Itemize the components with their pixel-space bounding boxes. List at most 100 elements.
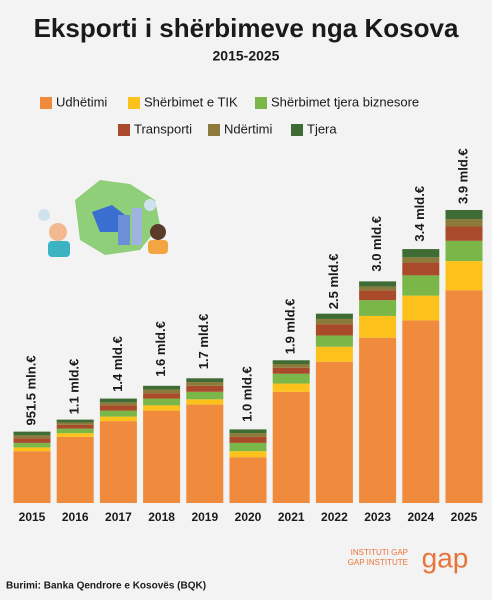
bar-segment <box>229 429 267 434</box>
x-tick-label: 2020 <box>235 510 262 524</box>
bar-segment <box>272 373 310 384</box>
bar-segment <box>272 391 310 503</box>
total-label: 1.1 mld.€ <box>67 359 82 415</box>
bar-segment <box>143 389 181 394</box>
total-label: 1.9 mld.€ <box>283 299 298 355</box>
legend-swatch <box>255 97 267 109</box>
x-tick-label: 2017 <box>105 510 132 524</box>
chart-title: Eksporti i shërbimeve nga Kosova <box>34 13 459 43</box>
bar-segment <box>13 447 51 452</box>
legend-label: Tjera <box>307 121 337 136</box>
bar-segment <box>56 422 94 425</box>
illustration <box>38 180 168 257</box>
bar-segment <box>143 393 181 399</box>
legend-swatch <box>291 124 303 136</box>
x-tick-label: 2025 <box>451 510 478 524</box>
bar-segment <box>13 438 51 443</box>
source: Burimi: Banka Qendrore e Kosovës (BQK) <box>6 581 206 592</box>
bar-segment <box>445 261 483 291</box>
bar-segment <box>272 367 310 374</box>
legend-label: Shërbimet tjera biznesore <box>271 94 419 109</box>
bar-segment <box>99 398 137 403</box>
total-label: 3.4 mld.€ <box>412 186 427 242</box>
bar-segment <box>402 262 440 276</box>
bar-segment <box>402 249 440 258</box>
legend-label: Shërbimet e TIK <box>144 94 238 109</box>
legend-label: Udhëtimi <box>56 94 107 109</box>
bar-segment <box>445 219 483 227</box>
bar-segment <box>186 399 224 405</box>
bar-segment <box>359 337 397 503</box>
legend-swatch <box>40 97 52 109</box>
bar-segment <box>56 424 94 429</box>
bar-segment <box>315 318 353 325</box>
bar-segment <box>56 436 94 503</box>
bar-segment <box>186 382 224 386</box>
legend-swatch <box>128 97 140 109</box>
bar-segment <box>99 402 137 406</box>
logo-line1: INSTITUTI GAP <box>351 548 408 557</box>
bar-segment <box>229 436 267 443</box>
bar-segment <box>315 324 353 336</box>
bar-segment <box>186 378 224 383</box>
bar-segment <box>359 290 397 301</box>
bar-segment <box>229 442 267 452</box>
bar-segment <box>359 300 397 316</box>
bar-segment <box>359 281 397 287</box>
legend-label: Ndërtimi <box>224 121 273 136</box>
bar-segment <box>186 391 224 400</box>
logo-name: gap <box>422 542 469 573</box>
bar-segment <box>315 346 353 362</box>
chart-subtitle: 2015-2025 <box>213 48 280 64</box>
bar-segment <box>445 210 483 220</box>
bar-segment <box>272 360 310 365</box>
x-tick-label: 2018 <box>148 510 175 524</box>
x-tick-label: 2024 <box>407 510 434 524</box>
bar-segment <box>402 275 440 296</box>
legend-label: Transporti <box>134 121 192 136</box>
bar-segment <box>445 226 483 241</box>
legend-swatch <box>118 124 130 136</box>
x-tick-label: 2021 <box>278 510 305 524</box>
bar-segment <box>445 240 483 262</box>
total-label: 1.6 mld.€ <box>153 321 168 377</box>
bar-segment <box>315 335 353 347</box>
bar-segment <box>315 361 353 503</box>
x-tick-label: 2016 <box>62 510 89 524</box>
bar-segment <box>402 257 440 263</box>
total-label: 951.5 mln.€ <box>23 355 38 425</box>
bar-segment <box>229 451 267 458</box>
bar-segment <box>56 433 94 437</box>
bar-segment <box>359 286 397 291</box>
x-tick-label: 2023 <box>364 510 391 524</box>
bar-segment <box>13 451 51 503</box>
x-tick-label: 2022 <box>321 510 348 524</box>
bar-segment <box>13 442 51 448</box>
x-tick-label: 2015 <box>19 510 46 524</box>
total-label: 1.4 mld.€ <box>110 336 125 392</box>
bar-segment <box>143 410 181 503</box>
bar-segment <box>359 315 397 338</box>
bar-segment <box>402 320 440 503</box>
bar-segment <box>143 385 181 390</box>
bar-segment <box>99 410 137 417</box>
total-label: 1.7 mld.€ <box>196 314 211 370</box>
total-label: 3.0 mld.€ <box>369 216 384 272</box>
total-label: 2.5 mld.€ <box>326 254 341 310</box>
bar-segment <box>56 419 94 423</box>
logo-line2: GAP INSTITUTE <box>348 558 408 567</box>
bar-segment <box>229 457 267 503</box>
bar-segment <box>13 435 51 439</box>
legend-swatch <box>208 124 220 136</box>
bar-segment <box>143 405 181 411</box>
bar-segment <box>56 428 94 434</box>
bar-segment <box>272 364 310 368</box>
bar-segment <box>272 383 310 392</box>
bar-segment <box>99 416 137 422</box>
bar-segment <box>143 398 181 406</box>
bar-segment <box>445 290 483 503</box>
total-label: 3.9 mld.€ <box>455 148 470 204</box>
bar-segment <box>229 433 267 437</box>
